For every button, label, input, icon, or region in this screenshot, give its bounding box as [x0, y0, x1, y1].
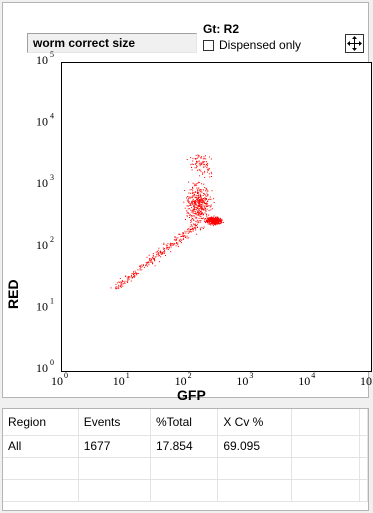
header-cell[interactable]: [291, 409, 361, 436]
header-cell[interactable]: Events: [78, 409, 151, 436]
table-cell: 69.095: [217, 435, 292, 458]
header-cell[interactable]: %Total: [150, 409, 219, 436]
table-cell: All: [3, 435, 79, 458]
header-cell[interactable]: X Cv %: [217, 409, 292, 436]
stats-table: Region Events %Total X Cv % All 1677 17.…: [3, 409, 368, 502]
table-row[interactable]: All 1677 17.854 69.095: [3, 435, 368, 458]
header-cell: [359, 409, 368, 436]
header-cell[interactable]: Region: [3, 409, 79, 436]
table-header-row: Region Events %Total X Cv %: [3, 409, 368, 436]
table-cell: [291, 435, 361, 458]
table-cell: [78, 479, 151, 502]
table-cell: 17.854: [150, 435, 219, 458]
table-cell: [150, 457, 219, 480]
table-cell: 1677: [78, 435, 151, 458]
table-cell: [78, 457, 151, 480]
table-cell: [3, 457, 79, 480]
table-cell: [359, 479, 368, 502]
stats-panel: Region Events %Total X Cv % All 1677 17.…: [2, 408, 369, 511]
checkbox-box[interactable]: [203, 39, 214, 51]
table-cell: [150, 479, 219, 502]
dispensed-only-checkbox[interactable]: Dispensed only: [203, 37, 301, 53]
move-button[interactable]: [345, 34, 364, 53]
plot-panel: worm correct size Gt: R2 Dispensed only …: [2, 2, 372, 403]
table-cell: [291, 457, 361, 480]
table-row[interactable]: [3, 479, 368, 502]
table-cell: [3, 479, 79, 502]
gate-name-field[interactable]: worm correct size: [27, 33, 197, 53]
y-axis-title: RED: [5, 279, 21, 309]
table-cell: [291, 479, 361, 502]
table-cell: [359, 435, 368, 458]
table-cell: [359, 457, 368, 480]
x-axis-title: GFP: [177, 387, 206, 403]
table-cell: [217, 479, 292, 502]
gate-label: Gt: R2: [203, 22, 239, 36]
scatter-plot-area[interactable]: [61, 62, 372, 372]
table-row[interactable]: [3, 457, 368, 480]
move-arrows-icon: [347, 36, 362, 51]
dispensed-only-label: Dispensed only: [219, 38, 302, 52]
table-cell: [217, 457, 292, 480]
